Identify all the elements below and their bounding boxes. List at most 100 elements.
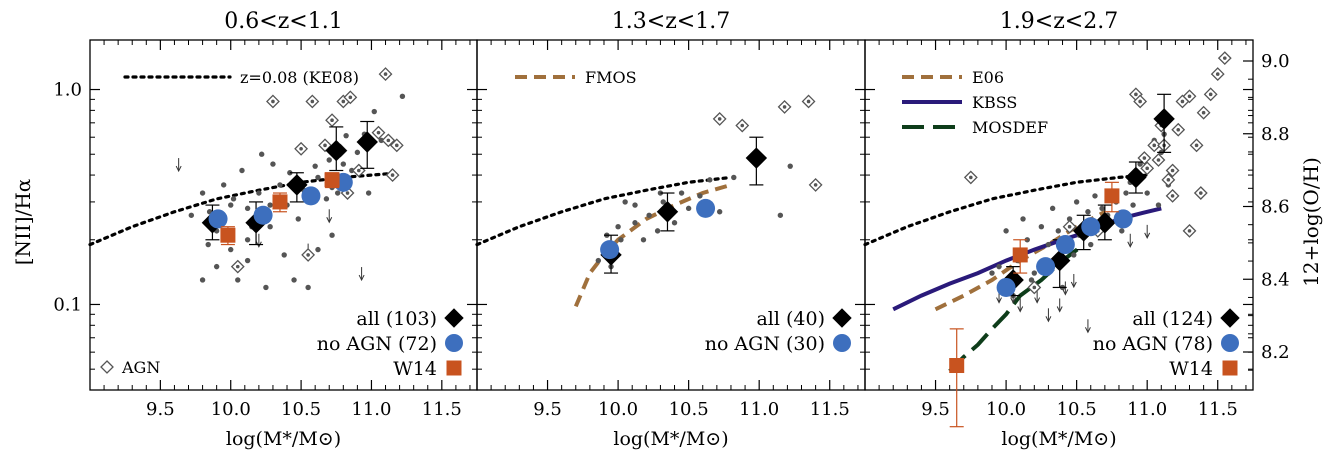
- agn-marker-dot: [1134, 92, 1138, 97]
- galaxy-point: [305, 284, 311, 291]
- agn-legend-marker: [100, 360, 114, 374]
- y-tick-label: 1.0: [53, 80, 82, 101]
- legend-label: no AGN (72): [317, 333, 437, 355]
- x-tick-label: 9.5: [921, 399, 950, 420]
- galaxy-point: [1085, 209, 1091, 215]
- galaxy-point: [1028, 277, 1035, 283]
- galaxy-point: [685, 205, 692, 212]
- agn-marker-dot: [1170, 194, 1175, 198]
- galaxy-point: [996, 263, 1002, 270]
- agn-marker-dot: [376, 130, 381, 135]
- x-tick-label: 11.0: [739, 399, 779, 420]
- galaxy-point: [399, 93, 406, 100]
- w14-marker: [324, 172, 340, 188]
- no-agn-marker: [1036, 257, 1056, 277]
- no-agn-marker: [1081, 217, 1101, 237]
- all-marker: [656, 201, 679, 223]
- legend-circle: [833, 334, 851, 352]
- x-tick-label: 10.0: [211, 399, 251, 420]
- x-tick-label: 11.0: [351, 399, 391, 420]
- galaxy-point: [230, 196, 237, 202]
- agn-marker-dot: [235, 264, 240, 269]
- galaxy-point: [263, 284, 269, 291]
- upper-limit-head: [1034, 297, 1041, 304]
- right-ylabel: 12+log(O/H): [1299, 157, 1323, 287]
- galaxy-point: [267, 224, 273, 230]
- no-agn-marker: [253, 205, 273, 225]
- agn-marker-dot: [1198, 191, 1203, 195]
- galaxy-point: [1099, 205, 1105, 212]
- galaxy-point: [244, 237, 251, 243]
- oh-tick-label: 9.0: [1261, 51, 1290, 72]
- oh-tick-label: 8.2: [1261, 342, 1290, 363]
- galaxy-point: [660, 199, 666, 205]
- galaxy-point: [1003, 228, 1009, 234]
- galaxy-point: [258, 151, 265, 157]
- curve-legend-label: MOSDEF: [972, 118, 1048, 137]
- galaxy-point: [315, 174, 321, 181]
- upper-limit-head: [326, 217, 333, 224]
- panel-title: 1.3<z<1.7: [612, 9, 730, 34]
- chart-panel-3: 1.9<z<2.7 9.5 10.0 10.5 11.0 11.5 log(M*/M⊙) E0…: [863, 9, 1254, 450]
- w14-marker: [272, 194, 288, 210]
- agn-marker-dot: [1201, 110, 1206, 115]
- upper-limit-head: [1045, 316, 1052, 323]
- galaxy-point: [1073, 199, 1080, 205]
- curve-legend-label: FMOS: [585, 68, 637, 87]
- galaxy-point: [989, 270, 995, 276]
- upper-limit-head: [1056, 306, 1063, 313]
- upper-limit-head: [1144, 232, 1151, 239]
- agn-marker-dot: [306, 253, 310, 257]
- chart-panel-2: 1.3<z<1.7 9.5 10.0 10.5 11.0 11.5 log(M*/M⊙) FM…: [475, 9, 866, 450]
- galaxy-point: [1144, 190, 1150, 196]
- galaxy-point: [270, 161, 276, 167]
- galaxy-point: [615, 224, 621, 230]
- agn-marker-dot: [782, 105, 787, 109]
- x-tick-label: 11.5: [810, 399, 850, 420]
- galaxy-point: [654, 228, 661, 234]
- x-tick-label: 10.5: [281, 399, 321, 420]
- left-ylabel: [NII]/Hα: [11, 179, 35, 266]
- agn-marker-dot: [806, 99, 811, 104]
- legend-circle: [445, 334, 463, 352]
- oh-tick-label: 8.6: [1261, 197, 1290, 218]
- w14-marker: [1012, 247, 1028, 263]
- galaxy-point: [312, 163, 318, 169]
- agn-marker-dot: [717, 117, 722, 121]
- galaxy-point: [1024, 237, 1030, 243]
- galaxy-point: [1055, 228, 1061, 234]
- galaxy-point: [378, 137, 385, 144]
- agn-marker-dot: [1208, 92, 1213, 97]
- agn-marker-dot: [345, 191, 350, 195]
- agn-marker-dot: [1156, 158, 1161, 162]
- galaxy-point: [1049, 205, 1056, 212]
- agn-marker-dot: [330, 118, 334, 122]
- galaxy-point: [329, 232, 335, 238]
- galaxy-point: [213, 263, 220, 270]
- galaxy-point: [1119, 228, 1125, 234]
- upper-limit-head: [175, 165, 182, 173]
- galaxy-point: [291, 277, 297, 283]
- galaxy-point: [646, 212, 652, 218]
- no-agn-marker: [696, 198, 716, 218]
- galaxy-point: [618, 237, 624, 243]
- galaxy-point: [632, 220, 638, 226]
- agn-marker-dot: [323, 143, 327, 148]
- galaxy-point: [349, 167, 355, 174]
- galaxy-point: [1045, 241, 1052, 248]
- x-tick-label: 10.5: [669, 399, 709, 420]
- all-marker: [745, 147, 768, 169]
- all-marker: [286, 174, 308, 196]
- x-tick-label: 9.5: [146, 399, 175, 420]
- x-tick-label: 9.5: [533, 399, 562, 420]
- galaxy-point: [697, 193, 703, 199]
- galaxy-point: [188, 212, 195, 218]
- galaxy-point: [323, 196, 330, 202]
- galaxy-point: [716, 209, 723, 215]
- legend-label: no AGN (78): [1093, 333, 1213, 355]
- legend-label: all (103): [356, 308, 437, 330]
- no-agn-marker: [208, 209, 228, 229]
- galaxy-point: [365, 190, 372, 196]
- oh-tick-label: 8.8: [1261, 124, 1290, 145]
- curve-ke08-continuation: [863, 173, 1149, 247]
